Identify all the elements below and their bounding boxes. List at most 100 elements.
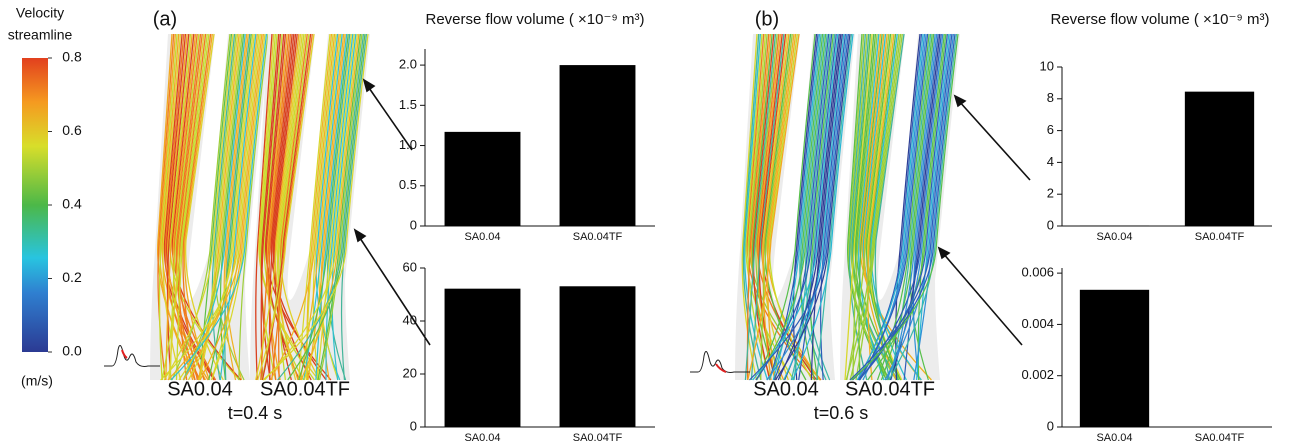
colorbar-title: Velocity <box>16 5 64 21</box>
x-tick-label: SA0.04 <box>1096 231 1132 243</box>
bar <box>559 65 636 226</box>
arrow <box>357 234 431 346</box>
streamline <box>316 33 352 381</box>
streamline <box>755 33 782 381</box>
streamline <box>255 33 273 381</box>
y-tick-label: 0 <box>410 217 417 232</box>
streamline <box>238 33 269 381</box>
bar <box>444 288 521 427</box>
streamline <box>211 33 236 381</box>
streamline <box>300 33 360 381</box>
streamline <box>909 33 933 381</box>
streamline <box>792 33 818 381</box>
streamline <box>756 33 822 381</box>
streamline <box>756 33 827 381</box>
streamline <box>255 33 302 381</box>
streamline <box>746 33 770 381</box>
y-tick-label: 0.004 <box>1021 316 1054 331</box>
streamline <box>277 33 365 381</box>
streamline <box>799 33 827 381</box>
streamline <box>858 33 885 381</box>
streamline <box>856 33 924 381</box>
streamline <box>211 33 266 381</box>
streamline <box>890 33 936 381</box>
chart-title: Reverse flow volume ( ×10⁻⁹ m³) <box>1051 11 1270 28</box>
streamline <box>903 33 939 381</box>
arrow-head <box>353 228 367 243</box>
arrow-head <box>953 94 967 108</box>
arrow-head <box>362 78 376 93</box>
colorbar-tick-label: 0.0 <box>62 343 82 359</box>
streamline <box>199 33 265 381</box>
y-tick-label: 20 <box>403 365 417 380</box>
streamline <box>758 33 783 381</box>
streamline <box>816 33 853 381</box>
streamline <box>257 33 315 381</box>
streamline <box>331 33 357 381</box>
streamline-images <box>150 33 960 381</box>
streamline <box>340 33 368 381</box>
streamline <box>307 33 346 381</box>
streamline <box>260 33 280 381</box>
arrow <box>957 99 1031 181</box>
streamline <box>916 33 950 381</box>
bar <box>1079 289 1150 427</box>
streamline <box>884 33 951 381</box>
streamline <box>912 33 938 381</box>
streamline <box>158 33 178 381</box>
streamline <box>161 33 208 381</box>
y-tick-label: 0 <box>410 418 417 433</box>
y-tick-label: 1.5 <box>399 97 417 112</box>
streamline <box>867 33 903 381</box>
streamline <box>183 33 246 381</box>
x-tick-label: SA0.04TF <box>1195 231 1245 243</box>
streamline <box>166 33 190 381</box>
case-label: SA0.04 <box>167 378 233 400</box>
streamline <box>852 33 878 381</box>
streamline <box>747 33 800 381</box>
streamline <box>848 33 868 381</box>
y-tick-label: 60 <box>403 259 417 274</box>
y-tick-label: 1.0 <box>399 137 417 152</box>
streamline <box>858 33 929 381</box>
colorbar-tick-label: 0.2 <box>62 269 82 285</box>
streamline <box>199 33 233 381</box>
panel-label: (a) <box>153 8 177 30</box>
streamline <box>742 33 762 381</box>
streamline <box>858 33 942 381</box>
x-tick-label: SA0.04 <box>1096 432 1132 444</box>
streamline <box>266 33 288 381</box>
streamline <box>260 33 290 381</box>
streamline <box>270 33 327 381</box>
chart-title: Reverse flow volume ( ×10⁻⁹ m³) <box>426 11 645 28</box>
arrows <box>353 78 1031 346</box>
streamline <box>755 33 833 381</box>
streamline <box>298 33 349 381</box>
streamline <box>175 33 210 381</box>
streamline <box>851 33 959 381</box>
streamline <box>315 33 341 381</box>
y-tick-label: 6 <box>1047 122 1054 137</box>
y-tick-label: 0.002 <box>1021 367 1054 382</box>
bar <box>559 286 636 427</box>
streamline <box>867 33 947 381</box>
arrow <box>366 84 413 151</box>
streamline <box>793 33 831 381</box>
streamline <box>844 33 873 381</box>
streamline <box>749 33 850 381</box>
y-tick-label: 0 <box>1047 217 1054 232</box>
streamline <box>320 33 345 381</box>
streamline <box>790 33 836 381</box>
x-tick-label: SA0.04TF <box>573 432 623 444</box>
streamline <box>317 33 361 381</box>
streamline <box>913 33 955 381</box>
streamline <box>163 33 234 381</box>
colorbar <box>22 58 48 352</box>
streamline <box>325 33 354 381</box>
time-label: t=0.6 s <box>814 403 869 423</box>
streamline <box>917 33 945 381</box>
streamline <box>798 33 837 381</box>
colorbar-tick-label: 0.8 <box>62 49 82 65</box>
streamline <box>219 33 257 381</box>
streamline <box>271 33 313 381</box>
